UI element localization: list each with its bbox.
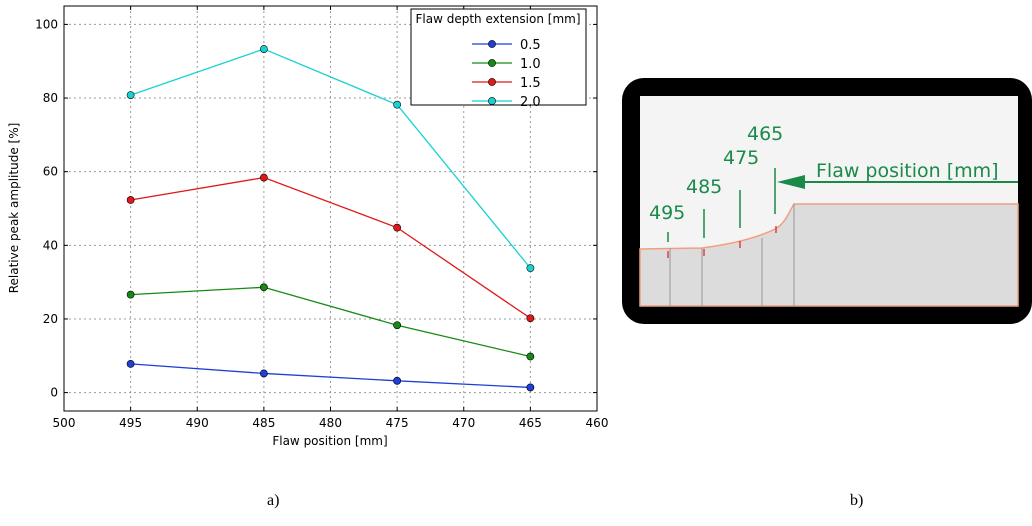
position-label-465: 465 <box>747 123 783 145</box>
x-tick-label: 475 <box>386 416 409 430</box>
y-axis-label: Relative peak amplitude [%] <box>7 123 21 294</box>
x-axis-label: Flaw position [mm] <box>272 434 387 448</box>
legend-entry-2.0: 2.0 <box>520 95 541 110</box>
y-tick-label: 80 <box>43 91 58 105</box>
x-tick-label: 490 <box>186 416 209 430</box>
data-point-2.0 <box>259 45 268 53</box>
legend-marker-1.5 <box>488 78 496 86</box>
x-tick-label: 460 <box>586 416 609 430</box>
legend-box <box>410 8 587 106</box>
data-point-0.5 <box>526 383 535 392</box>
caption-b: b) <box>850 492 864 509</box>
data-point-0.5 <box>259 369 268 378</box>
grid <box>64 6 597 411</box>
position-label-485: 485 <box>686 176 722 198</box>
legend-marker-2.0 <box>488 97 496 105</box>
data-point-0.5 <box>393 376 402 385</box>
data-point-1.0 <box>126 290 135 299</box>
data-point-2.0 <box>526 264 535 273</box>
y-tick-label: 100 <box>35 17 58 31</box>
y-tick-label: 60 <box>43 165 58 179</box>
y-tick-label: 40 <box>43 238 58 252</box>
series-lines <box>126 45 535 392</box>
x-tick-label: 465 <box>519 416 542 430</box>
line-chart: 500 495 490 485 480 475 470 465 460020406080100 … <box>7 5 608 448</box>
legend-title: Flaw depth extension [mm] <box>415 12 580 26</box>
data-point-2.0 <box>126 91 135 99</box>
data-point-0.5 <box>126 359 135 368</box>
x-tick-label: 495 <box>119 416 142 430</box>
data-point-1.5 <box>126 196 135 204</box>
x-tick-label: 485 <box>252 416 275 430</box>
series-line-0.5 <box>130 363 531 389</box>
legend-entry-0.5: 0.5 <box>520 38 541 53</box>
legend-marker-0.5 <box>488 40 496 48</box>
series-line-1.0 <box>130 286 531 358</box>
legend-entry-1.0: 1.0 <box>520 57 541 72</box>
x-tick-label: 480 <box>319 416 342 430</box>
y-tick-label: 0 <box>50 386 58 400</box>
legend-entry-1.5: 1.5 <box>520 76 541 91</box>
y-tick-label: 20 <box>43 312 58 326</box>
position-label-495: 495 <box>649 202 685 224</box>
arrow-head <box>777 175 805 189</box>
legend-marker-1.0 <box>488 59 496 67</box>
x-tick-label: 470 <box>452 416 475 430</box>
data-point-1.5 <box>526 314 535 323</box>
legend: Flaw depth extension [mm] 0.5 1.0 1.5 2.0 <box>410 8 587 110</box>
data-point-1.0 <box>526 352 535 361</box>
flaw-position-diagram: 465 475 485 495 Flaw position [mm] <box>622 78 1032 324</box>
data-point-1.5 <box>393 223 402 232</box>
caption-a: a) <box>267 492 280 509</box>
arrow-label: Flaw position [mm] <box>816 160 999 182</box>
data-point-1.0 <box>259 283 268 292</box>
data-point-1.5 <box>259 173 268 182</box>
data-point-2.0 <box>393 100 402 109</box>
position-label-475: 475 <box>723 147 759 169</box>
series-line-1.5 <box>130 176 531 319</box>
axis-ticks: 500 495 490 485 480 475 470 465 460 0 20 40 60 80 100 <box>35 6 608 430</box>
data-point-1.0 <box>393 321 402 330</box>
x-tick-label: 500 <box>53 416 76 430</box>
series-line-2.0 <box>130 48 531 269</box>
